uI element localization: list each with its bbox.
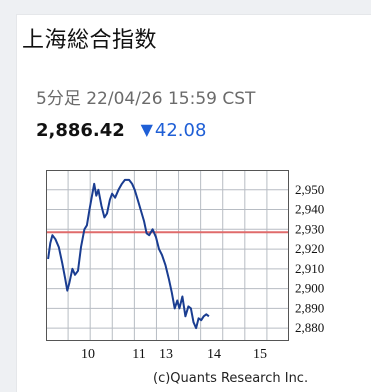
y-tick-label: 2,930 xyxy=(295,221,324,236)
index-card xyxy=(16,14,371,392)
y-tick-label: 2,940 xyxy=(295,202,324,217)
y-tick-label: 2,950 xyxy=(295,182,324,197)
y-tick-label: 2,890 xyxy=(295,300,324,315)
quote-row: 2,886.42 ▼ 42.08 xyxy=(36,120,206,141)
index-change: 42.08 xyxy=(154,120,207,141)
copyright-credit: (c)Quants Research Inc. xyxy=(153,371,309,386)
y-tick-label: 2,910 xyxy=(295,261,324,276)
x-tick-label: 14 xyxy=(207,347,221,362)
y-tick-label: 2,880 xyxy=(295,320,324,335)
down-triangle-icon: ▼ xyxy=(140,120,153,139)
price-chart: 2,950 2,940 2,930 2,920 2,910 2,900 2,890 2,880… xyxy=(46,170,324,362)
index-price: 2,886.42 xyxy=(36,120,125,141)
y-tick-label: 2,900 xyxy=(295,281,324,296)
x-tick-label: 13 xyxy=(159,347,173,362)
y-tick-labels: 2,950 2,940 2,930 2,920 2,910 2,900 2,890 2,880 xyxy=(295,182,324,335)
chart-grid xyxy=(46,170,289,340)
x-tick-label: 15 xyxy=(253,347,267,362)
timestamp-label: 5分足 22/04/26 15:59 CST xyxy=(36,89,256,109)
y-tick-label: 2,920 xyxy=(295,241,324,256)
series-line xyxy=(47,178,210,330)
plot-frame xyxy=(46,170,289,341)
x-tick-label: 11 xyxy=(132,347,145,362)
x-tick-label: 10 xyxy=(81,347,95,362)
page-title: 上海総合指数 xyxy=(22,28,158,53)
x-tick-labels: 10 11 13 14 15 xyxy=(81,347,267,362)
